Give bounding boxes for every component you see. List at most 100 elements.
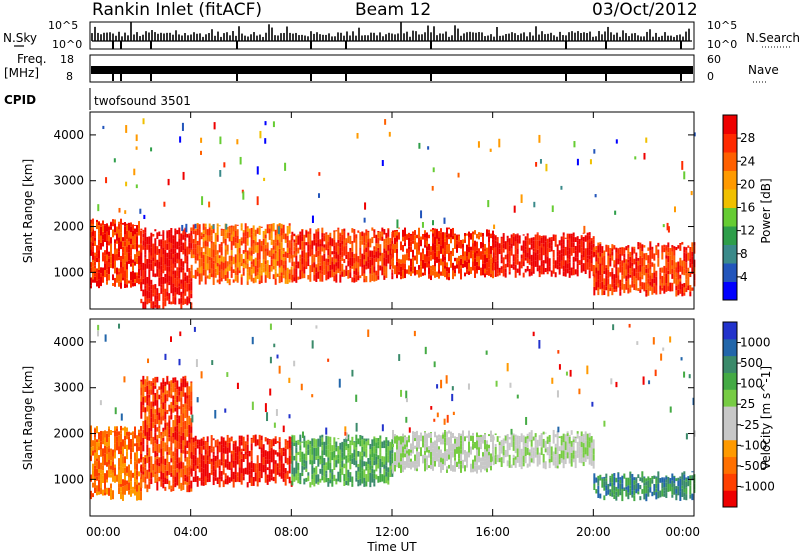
heatmap-cell (570, 242, 573, 248)
heatmap-cell (104, 263, 106, 271)
heatmap-cell (194, 260, 197, 264)
freq-dropout (345, 74, 347, 81)
heatmap-cell (355, 434, 358, 441)
heatmap-cell (246, 437, 249, 442)
heatmap-cell (428, 432, 430, 435)
heatmap-cell (124, 246, 126, 256)
heatmap-cell (468, 259, 470, 263)
heatmap-cell (578, 436, 581, 438)
heatmap-cell (468, 432, 470, 442)
heatmap-cell (639, 496, 642, 501)
heatmap-cell (657, 258, 660, 267)
heatmap-cell (176, 244, 179, 250)
scatter-echo (673, 206, 676, 213)
heatmap-cell (677, 245, 680, 249)
heatmap-cell (357, 262, 360, 272)
velocity-colorbar-label: Velocity [m s^-1] (759, 366, 773, 470)
heatmap-cell (327, 265, 330, 272)
heatmap-cell (180, 452, 183, 462)
heatmap-cell (373, 446, 376, 454)
heatmap-cell (90, 237, 92, 242)
heatmap-cell (418, 265, 420, 270)
heatmap-cell (351, 243, 354, 252)
heatmap-cell (184, 228, 187, 238)
heatmap-cell (675, 478, 678, 482)
heatmap-cell (412, 249, 414, 255)
heatmap-cell (502, 455, 505, 464)
heatmap-cell (635, 477, 638, 484)
heatmap-cell (582, 263, 585, 272)
heatmap-cell (114, 267, 116, 274)
heatmap-cell (182, 300, 185, 305)
heatmap-cell (325, 274, 328, 281)
heatmap-cell (365, 448, 368, 458)
heatmap-cell (430, 246, 432, 252)
heatmap-cell (176, 258, 179, 264)
heatmap-cell (120, 458, 122, 467)
heatmap-cell (284, 456, 287, 464)
heatmap-cell (478, 447, 480, 456)
heatmap-cell (580, 264, 583, 273)
heatmap-cell (329, 270, 332, 278)
heatmap-cell (100, 444, 102, 450)
heatmap-cell (562, 265, 565, 272)
heatmap-cell (548, 237, 551, 243)
heatmap-cell (353, 274, 356, 278)
scatter-echo (440, 379, 443, 389)
heatmap-cell (142, 462, 145, 467)
heatmap-cell (204, 454, 207, 464)
heatmap-cell (649, 256, 652, 265)
heatmap-cell (224, 473, 227, 479)
heatmap-cell (172, 479, 175, 484)
heatmap-cell (134, 469, 136, 477)
heatmap-cell (236, 258, 239, 268)
heatmap-cell (170, 408, 173, 415)
heatmap-cell (385, 461, 388, 466)
heatmap-cell (355, 440, 358, 448)
heatmap-cell (424, 237, 426, 245)
heatmap-cell (248, 450, 251, 457)
heatmap-cell (359, 440, 362, 447)
heatmap-cell (570, 233, 573, 236)
heatmap-cell (534, 445, 537, 452)
heatmap-cell (118, 458, 120, 467)
heatmap-cell (284, 448, 287, 457)
heatmap-cell (582, 257, 585, 261)
heatmap-cell (681, 260, 684, 267)
scatter-echo (667, 226, 670, 233)
heatmap-cell (637, 288, 640, 292)
heatmap-cell (194, 459, 197, 466)
heatmap-cell (438, 273, 440, 279)
heatmap-cell (317, 455, 320, 459)
heatmap-cell (192, 248, 195, 251)
heatmap-cell (258, 251, 261, 260)
heatmap-cell (172, 274, 175, 284)
heatmap-cell (379, 233, 382, 241)
heatmap-cell (174, 382, 177, 388)
scatter-echo (569, 369, 572, 377)
heatmap-cell (396, 266, 398, 275)
heatmap-cell (410, 246, 412, 252)
heatmap-cell (184, 436, 187, 446)
heatmap-cell (250, 456, 253, 461)
heatmap-cell (136, 257, 138, 265)
scatter-echo (194, 223, 197, 229)
heatmap-cell (130, 247, 132, 256)
heatmap-cell (148, 422, 151, 428)
heatmap-cell (90, 447, 92, 456)
heatmap-cell (335, 274, 338, 283)
heatmap-cell (313, 482, 316, 487)
heatmap-cell (347, 444, 350, 449)
heatmap-cell (202, 237, 205, 242)
heatmap-cell (653, 253, 656, 261)
heatmap-cell (319, 262, 322, 266)
heatmap-cell (200, 479, 203, 486)
heatmap-cell (192, 230, 195, 235)
heatmap-cell (94, 276, 96, 283)
heatmap-cell (605, 478, 608, 482)
heatmap-cell (270, 259, 273, 267)
heatmap-cell (226, 447, 229, 455)
heatmap-cell (679, 274, 682, 279)
heatmap-cell (100, 479, 102, 488)
